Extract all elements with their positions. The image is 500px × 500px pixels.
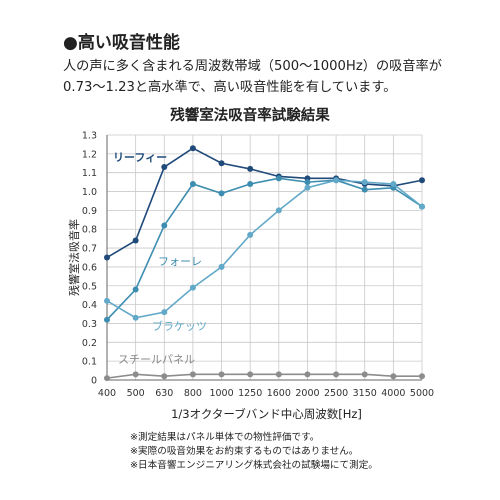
series-line — [106, 147, 423, 259]
series-line — [106, 373, 422, 379]
data-point — [390, 373, 397, 380]
data-point — [419, 373, 425, 380]
data-point — [275, 371, 282, 378]
data-point — [247, 371, 254, 378]
data-point — [361, 371, 368, 378]
data-point — [161, 309, 168, 316]
data-point — [247, 165, 254, 172]
data-point — [275, 175, 282, 182]
labels: 1/3オクターブバンド中心周波数[Hz] 残響室法吸音率 リーフィーフォーレブラケッ… — [67, 151, 362, 421]
data-point — [189, 284, 196, 291]
data-point — [390, 181, 397, 187]
footnote: ※実際の吸音効果をお約束するものではありません。 — [130, 446, 359, 457]
data-point — [189, 145, 196, 152]
axes: 0 0.1 0.2 0.3 0.4 0.5 0.6 0.7 0.8 0.9 1.0 1.1 1.2 1.3… — [82, 131, 434, 400]
data-point — [304, 371, 311, 378]
data-point — [218, 160, 225, 167]
y-tick-label: 1.1 — [82, 168, 97, 179]
data-point — [247, 231, 254, 238]
footnote: ※測定結果はパネル単体での物性評価です。 — [130, 432, 320, 443]
data-point — [218, 263, 225, 270]
data-point — [161, 222, 168, 229]
data-point — [218, 190, 225, 197]
y-axis-title: 残響室法吸音率 — [67, 219, 81, 296]
data-point — [104, 297, 110, 304]
data-point — [161, 164, 168, 171]
y-tick-label: 0.6 — [82, 262, 97, 273]
series-label: フォーレ — [158, 255, 202, 268]
grid — [106, 134, 423, 381]
chart-title: 残響室法吸音率試験結果 — [170, 108, 330, 124]
x-tick-label: 1000 — [209, 388, 233, 399]
data-point — [419, 177, 425, 184]
data-point — [132, 286, 139, 293]
data-point — [189, 371, 196, 378]
data-point — [361, 179, 368, 186]
intro-line: 0.73〜1.23と高水準で、高い吸音性能を有しています。 — [63, 80, 397, 95]
series-label: リーフィー — [113, 151, 167, 164]
data-point — [218, 371, 225, 378]
series-group — [104, 145, 425, 382]
data-point — [419, 203, 425, 210]
series-line — [106, 177, 423, 321]
footnotes: ※測定結果はパネル単体での物性評価です。 ※実際の吸音効果をお約束するものではあ… — [130, 431, 378, 473]
section-heading: ●高い吸音性能 — [63, 33, 180, 53]
data-point — [104, 375, 110, 382]
data-point — [189, 181, 196, 187]
data-point — [333, 177, 340, 184]
data-point — [104, 254, 110, 261]
data-point — [304, 184, 311, 191]
x-tick-label: 500 — [127, 388, 145, 399]
y-tick-label: 0.1 — [82, 357, 97, 368]
y-tick-label: 0.9 — [82, 206, 97, 217]
data-point — [132, 371, 139, 378]
y-tick-label: 1.0 — [82, 187, 97, 198]
x-tick-label: 1250 — [238, 388, 262, 399]
data-point — [304, 179, 311, 186]
data-point — [333, 371, 340, 378]
y-tick-label: 0.7 — [82, 244, 97, 255]
x-tick-label: 2500 — [324, 388, 348, 399]
data-point — [132, 314, 139, 321]
data-point — [132, 237, 139, 244]
intro-line: 人の声に多く含まれる周波数帯域（500〜1000Hz）の吸音率が — [63, 59, 442, 74]
data-point — [161, 373, 168, 380]
series-line — [106, 179, 423, 319]
data-point — [361, 186, 368, 193]
x-tick-label: 630 — [155, 388, 173, 399]
x-axis-title: 1/3オクターブバンド中心周波数[Hz] — [171, 407, 362, 421]
series-label: ブラケッツ — [152, 319, 207, 333]
x-tick-label: 3150 — [353, 388, 377, 399]
x-tick-label: 5000 — [410, 388, 434, 399]
x-tick-label: 800 — [184, 388, 202, 399]
data-point — [104, 316, 110, 323]
x-tick-label: 1600 — [267, 388, 291, 399]
y-tick-label: 0.2 — [82, 338, 97, 349]
y-tick-label: 1.3 — [82, 131, 97, 142]
y-tick-label: 0 — [91, 376, 97, 387]
data-point — [247, 181, 254, 187]
y-tick-label: 0.4 — [82, 300, 97, 311]
y-tick-label: 0.3 — [82, 319, 97, 330]
intro-text: 人の声に多く含まれる周波数帯域（500〜1000Hz）の吸音率が 0.73〜1.… — [63, 56, 493, 98]
y-tick-label: 1.2 — [82, 149, 97, 160]
y-tick-label: 0.8 — [82, 225, 97, 236]
x-tick-label: 4000 — [381, 388, 405, 399]
series-label: スチールパネル — [118, 353, 195, 366]
data-point — [275, 207, 282, 214]
y-tick-label: 0.5 — [82, 281, 97, 292]
x-tick-label: 2000 — [295, 388, 319, 399]
x-tick-label: 400 — [98, 388, 116, 399]
footnote: ※日本音響エンジニアリング株式会社の試験場にて測定。 — [130, 460, 378, 471]
